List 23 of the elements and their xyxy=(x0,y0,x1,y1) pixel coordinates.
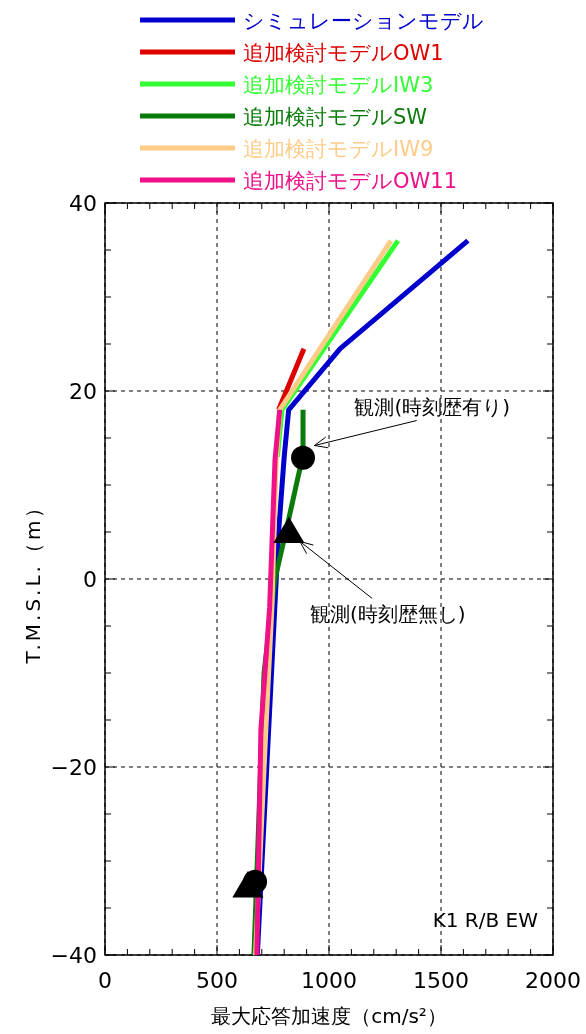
y-tick-label: −20 xyxy=(50,755,97,780)
point xyxy=(291,445,316,470)
x-tick-label: 1500 xyxy=(413,968,469,993)
y-axis-title: T.M.S.L.（m） xyxy=(21,494,45,665)
x-tick-label: 2000 xyxy=(525,968,581,993)
legend-label: 追加検討モデルOW1 xyxy=(243,41,444,65)
annotation: 観測(時刻歴無し) xyxy=(309,602,466,627)
y-tick-label: 0 xyxy=(83,567,97,592)
x-axis-title: 最大応答加速度（cm/s²） xyxy=(211,1004,447,1028)
legend-label: 追加検討モデルOW11 xyxy=(243,169,458,193)
legend-label: 追加検討モデルIW3 xyxy=(243,73,434,97)
annotation: K1 R/B EW xyxy=(432,908,539,932)
legend-label: 追加検討モデルIW9 xyxy=(243,137,434,161)
point xyxy=(232,871,264,898)
point xyxy=(273,516,305,544)
y-tick-label: −40 xyxy=(50,943,97,968)
annotation: 観測(時刻歴有り) xyxy=(354,394,511,419)
x-tick-label: 1000 xyxy=(301,968,357,993)
y-tick-label: 20 xyxy=(69,379,97,404)
y-tick-label: 40 xyxy=(69,191,97,216)
x-tick-label: 500 xyxy=(196,968,238,993)
legend-label: 追加検討モデルSW xyxy=(243,105,428,129)
legend-label: シミュレーションモデル xyxy=(243,9,484,33)
